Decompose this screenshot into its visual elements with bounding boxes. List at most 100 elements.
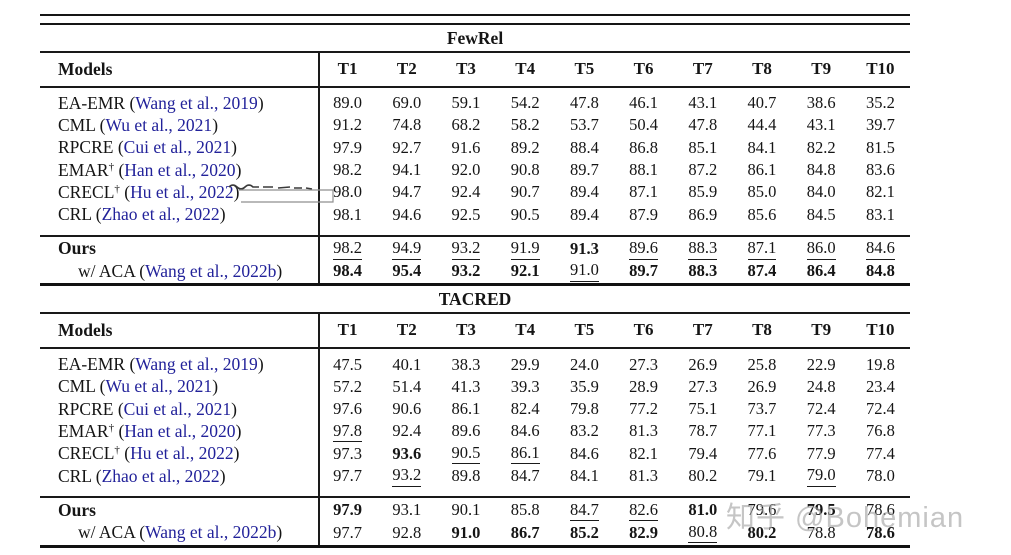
score-cell: 79.5 (806, 500, 836, 520)
score-cell: 93.2 (377, 465, 436, 487)
score-cell: 35.9 (569, 376, 599, 396)
score-cell: 89.4 (569, 182, 599, 202)
score-cell: 22.9 (806, 354, 836, 374)
column-divider (318, 349, 320, 497)
score-cell: 88.1 (629, 160, 659, 180)
score-cell: 82.9 (629, 522, 659, 542)
column-divider (318, 314, 320, 348)
score-cell: 90.5 (436, 443, 495, 465)
score-cell: 26.9 (747, 376, 777, 396)
table-row: CML (Wu et al., 2021) 91.2 74.8 68.2 58.2 53.… (40, 114, 910, 136)
score-cell: 85.8 (510, 500, 540, 520)
score-cell: 79.4 (688, 443, 718, 463)
score-cell: 88.3 (673, 238, 732, 260)
score-cell: 81.3 (629, 466, 659, 485)
dagger-mark: † (108, 160, 115, 173)
score-cell: 84.7 (555, 500, 614, 522)
model-label: Ours (58, 499, 96, 520)
score-cell: 84.1 (747, 137, 777, 157)
score-cell: 93.1 (392, 500, 422, 520)
score-cell: 86.1 (747, 160, 777, 180)
citation-link: Zhao et al., 2022 (101, 465, 220, 486)
score-cell: 97.7 (333, 466, 363, 485)
score-cell: 89.6 (451, 421, 481, 441)
model-label: w/ ACA (Wang et al., 2022b) (78, 260, 283, 281)
citation-link: Hu et al., 2022 (130, 181, 234, 202)
table-row: CML (Wu et al., 2021) 57.2 51.4 41.3 39.3 35.… (40, 376, 910, 398)
citation-link: Wang et al., 2022b (145, 260, 277, 281)
score-cell: 84.6 (569, 443, 599, 463)
dagger-mark: † (108, 421, 115, 434)
column-divider (318, 236, 320, 284)
table-row: Ours 97.9 93.1 90.1 85.8 84.7 82.6 81.0 79.6 79.5… (40, 499, 910, 522)
score-cell: 98.0 (333, 182, 363, 202)
rule (40, 312, 910, 315)
score-cell: 26.9 (688, 354, 718, 374)
column-header-t5: T5 (574, 59, 595, 78)
score-cell: 75.1 (688, 399, 718, 419)
model-label: EA-EMR (Wang et al., 2019) (58, 92, 264, 113)
section-title-tacred: TACRED (438, 289, 512, 310)
score-cell: 77.3 (806, 421, 836, 441)
score-cell: 87.9 (629, 204, 659, 224)
score-cell: 97.9 (333, 500, 363, 520)
column-header-t2: T2 (396, 59, 417, 78)
score-cell: 27.3 (688, 376, 718, 396)
column-header-t9: T9 (811, 59, 832, 78)
score-cell: 84.1 (569, 466, 599, 485)
score-cell: 57.2 (333, 376, 363, 396)
table-row: Ours 98.2 94.9 93.2 91.9 91.3 89.6 88.3 87.1 86.0… (40, 238, 910, 260)
model-label: EA-EMR (Wang et al., 2019) (58, 354, 264, 375)
score-cell: 98.4 (333, 261, 363, 281)
column-header-t5: T5 (574, 320, 595, 340)
score-cell: 79.1 (747, 466, 777, 485)
score-cell: 86.8 (629, 137, 659, 157)
score-cell: 39.3 (510, 376, 540, 396)
score-cell: 59.1 (451, 93, 481, 113)
score-cell: 83.6 (865, 160, 895, 180)
table-row: CRECL† (Hu et al., 2022) 97.3 93.6 90.5 86.1… (40, 443, 910, 465)
score-cell: 79.6 (747, 500, 777, 520)
score-cell: 28.9 (629, 376, 659, 396)
model-label: CRECL† (Hu et al., 2022) (58, 443, 240, 464)
score-cell: 80.8 (673, 522, 732, 544)
citation-link: Zhao et al., 2022 (101, 204, 220, 225)
score-cell: 90.8 (510, 160, 540, 180)
table-row: RPCRE (Cui et al., 2021) 97.9 92.7 91.6 89.2… (40, 137, 910, 159)
score-cell: 94.7 (392, 182, 422, 202)
score-cell: 87.1 (732, 238, 791, 260)
score-cell: 40.7 (747, 93, 777, 113)
model-label: EMAR† (Han et al., 2020) (58, 159, 242, 180)
column-divider (318, 88, 320, 235)
score-cell: 76.8 (865, 421, 895, 441)
rule (40, 51, 910, 53)
score-cell: 89.2 (510, 137, 540, 157)
score-cell: 81.0 (688, 500, 718, 520)
score-cell: 91.2 (333, 115, 363, 135)
score-cell: 81.3 (629, 421, 659, 441)
score-cell: 73.7 (747, 399, 777, 419)
score-cell: 82.1 (629, 443, 659, 463)
score-cell: 84.0 (806, 182, 836, 202)
citation-link: Wu et al., 2021 (105, 114, 213, 135)
column-header-t9: T9 (811, 320, 832, 340)
score-cell: 69.0 (392, 93, 422, 113)
citation-link: Wu et al., 2021 (105, 376, 213, 397)
score-cell: 53.7 (569, 115, 599, 135)
column-header-t2: T2 (396, 320, 417, 340)
table-row: RPCRE (Cui et al., 2021) 97.6 90.6 86.1 82.4… (40, 398, 910, 420)
column-header-t3: T3 (456, 59, 476, 78)
score-cell: 77.9 (806, 443, 836, 463)
column-header-t1: T1 (337, 320, 358, 340)
score-cell: 79.8 (569, 399, 599, 419)
score-cell: 40.1 (392, 354, 422, 374)
score-cell: 77.6 (747, 443, 777, 463)
score-cell: 84.7 (510, 466, 540, 485)
table-row: CRECL† (Hu et al., 2022) 98.0 94.7 92.4 90.7… (40, 181, 910, 203)
score-cell: 23.4 (865, 376, 895, 396)
model-label: EMAR† (Han et al., 2020) (58, 420, 242, 441)
score-cell: 83.1 (865, 204, 895, 224)
score-cell: 27.3 (629, 354, 659, 374)
score-cell: 93.6 (392, 443, 422, 463)
citation-link: Cui et al., 2021 (123, 398, 232, 419)
